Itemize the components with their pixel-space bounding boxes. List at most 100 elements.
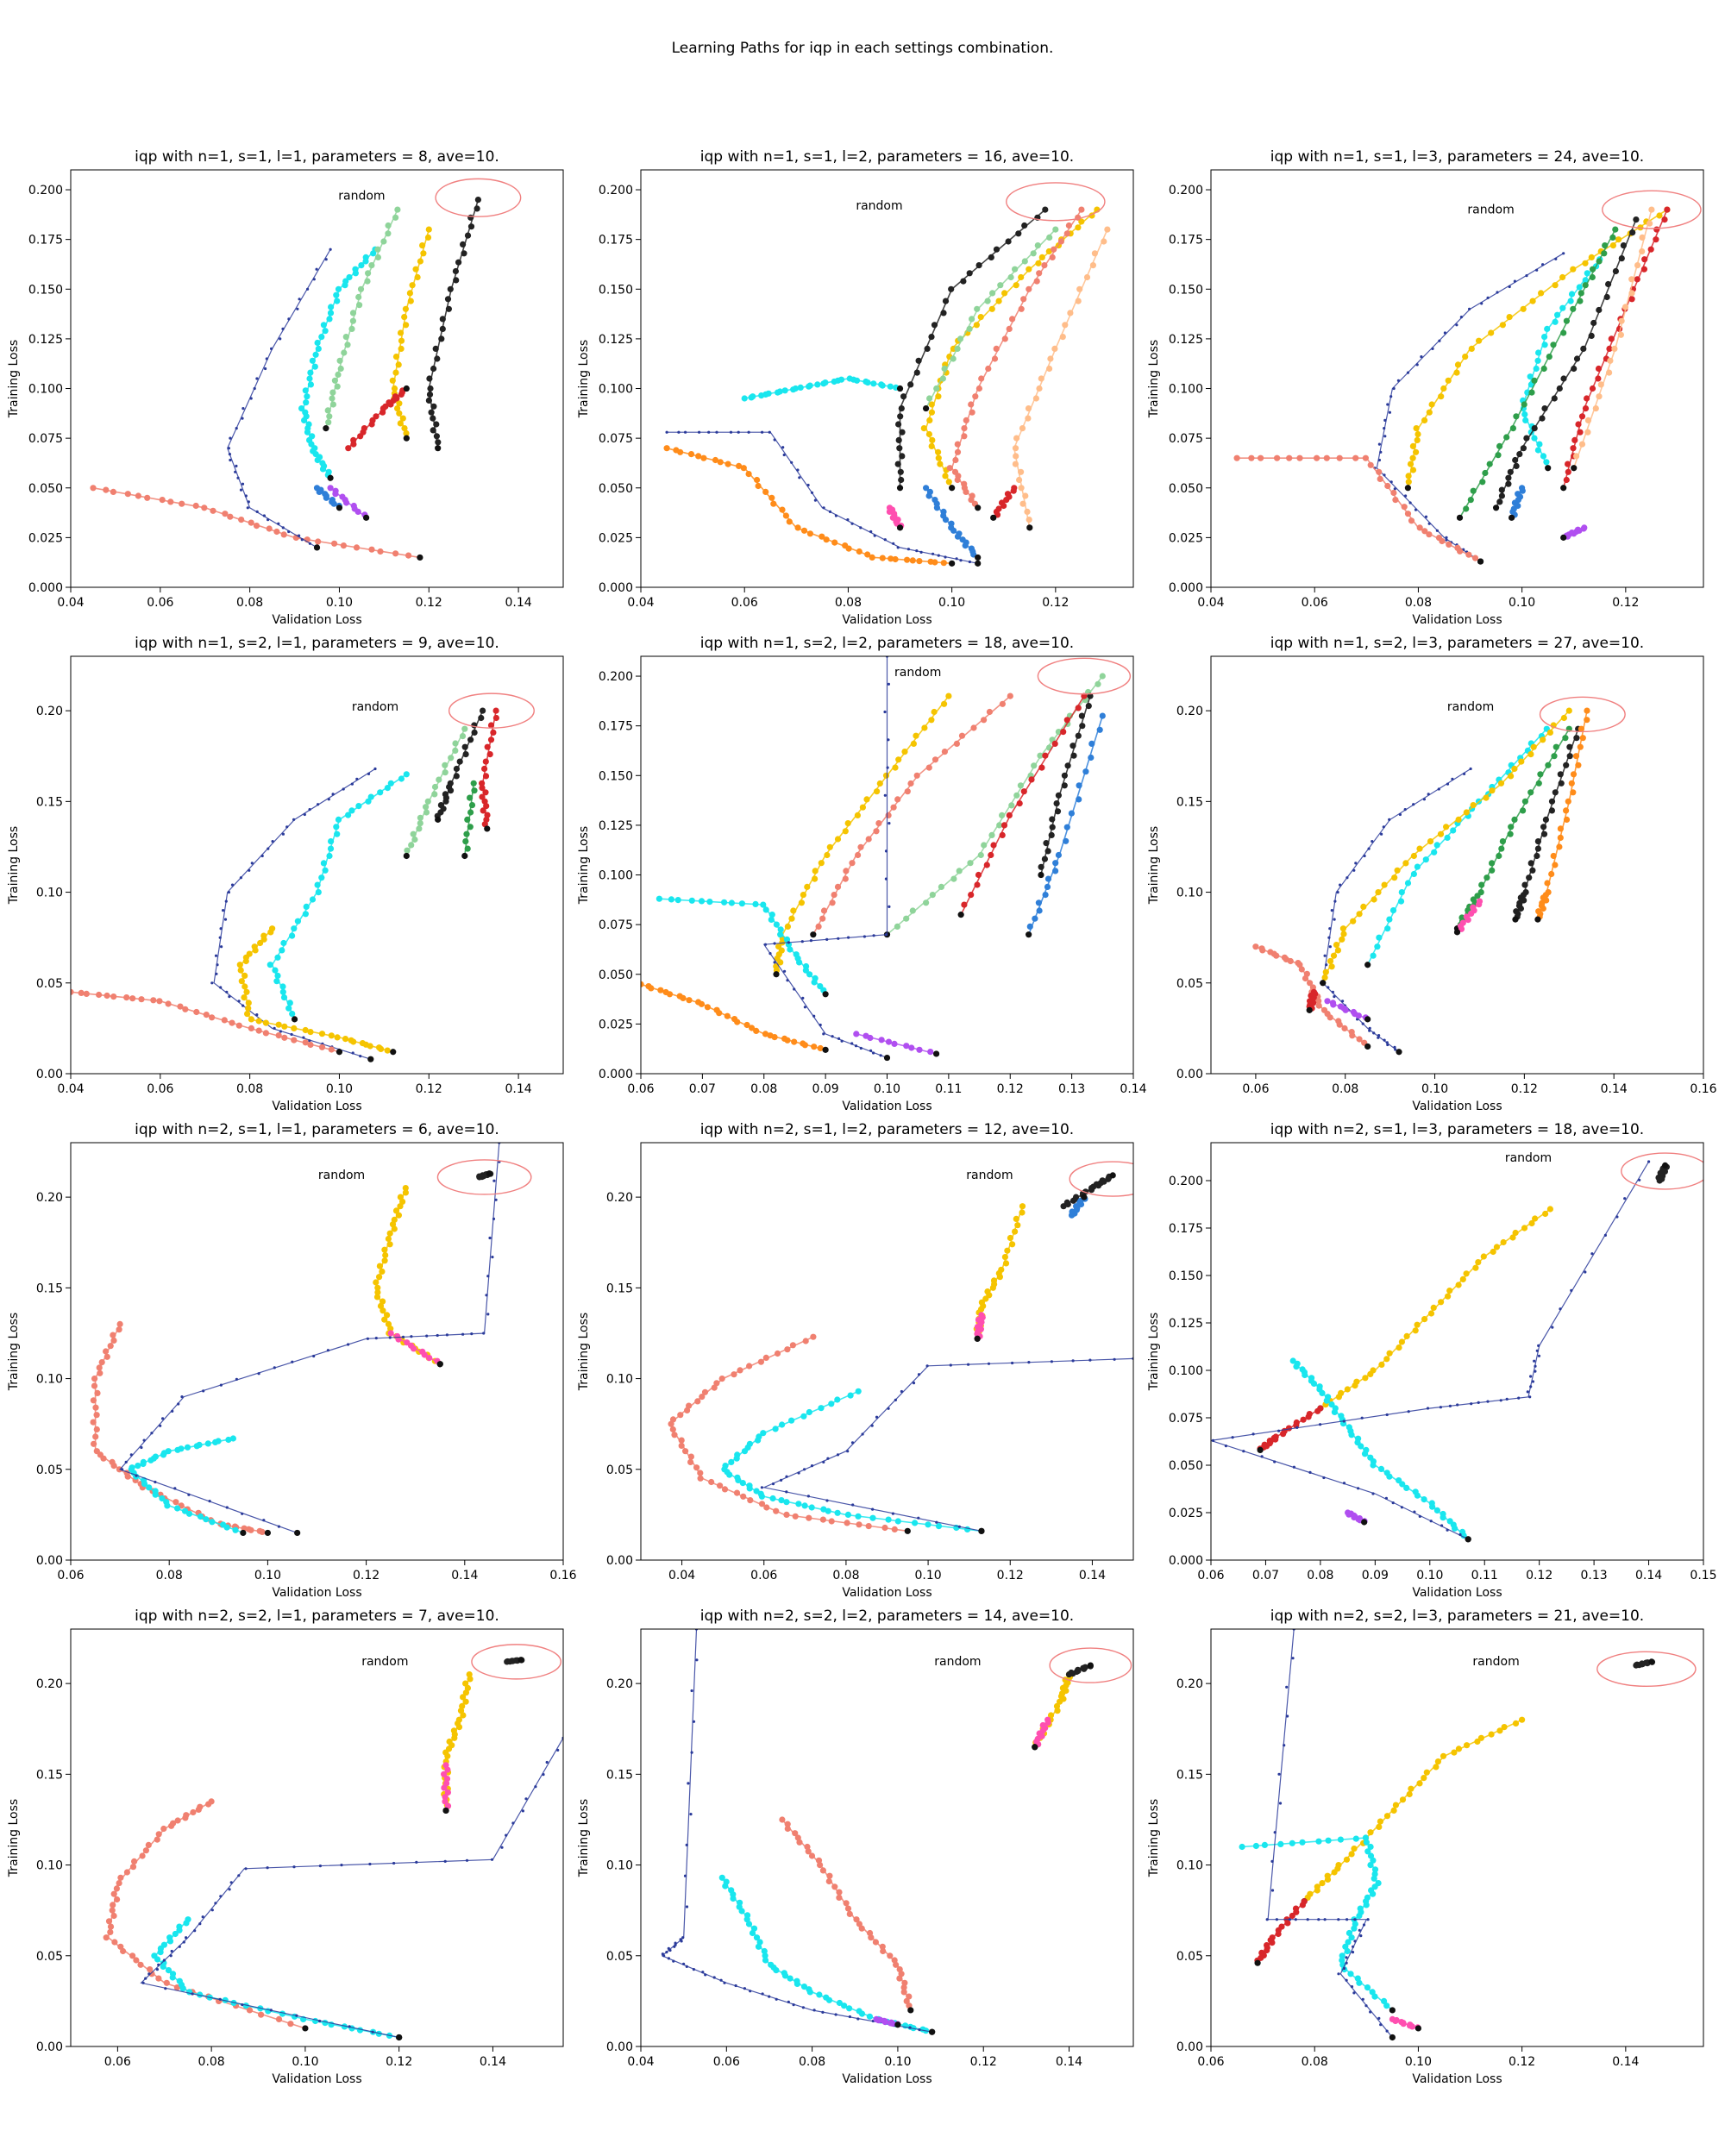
data-point: [328, 838, 335, 845]
data-point: [896, 1975, 903, 1982]
path-end-point: [1509, 514, 1515, 521]
data-point: [490, 1858, 494, 1861]
data-point: [1006, 812, 1013, 819]
data-point: [1063, 717, 1070, 724]
data-point: [1299, 1839, 1306, 1846]
path-end-point: [1404, 485, 1411, 492]
data-point: [875, 2017, 882, 2024]
x-tick-label: 0.04: [627, 596, 654, 610]
data-point: [1342, 1420, 1346, 1423]
data-point: [674, 897, 681, 904]
data-point: [1639, 248, 1646, 255]
data-point: [462, 1689, 470, 1696]
data-point: [749, 1929, 756, 1937]
data-point: [1496, 498, 1503, 505]
data-point: [1606, 369, 1613, 376]
data-point: [862, 935, 867, 938]
data-point: [1433, 842, 1440, 849]
data-point: [1570, 771, 1578, 778]
data-point: [806, 530, 814, 537]
data-point: [159, 1495, 166, 1502]
data-point: [1049, 824, 1056, 830]
data-point: [777, 926, 784, 933]
data-point: [374, 246, 381, 253]
data-point: [123, 994, 130, 1001]
data-point: [318, 874, 325, 881]
data-point: [1331, 1408, 1338, 1415]
data-point: [1314, 1887, 1320, 1894]
x-tick-label: 0.06: [1197, 1569, 1224, 1583]
data-point: [848, 2015, 852, 2019]
x-tick-label: 0.14: [1079, 1569, 1106, 1583]
data-point: [1526, 874, 1533, 881]
data-point: [668, 1420, 674, 1427]
x-axis-label: Validation Loss: [272, 1586, 361, 1600]
data-point: [1386, 403, 1389, 406]
x-tick-label: 0.06: [57, 1569, 84, 1583]
y-tick-label: 0.10: [606, 1373, 633, 1387]
data-point: [281, 832, 285, 836]
data-point: [826, 1872, 833, 1879]
data-point: [989, 1284, 996, 1291]
data-point: [926, 395, 933, 402]
data-point: [1542, 1210, 1549, 1218]
data-point: [326, 1349, 329, 1352]
data-point: [160, 1825, 167, 1833]
data-point: [1480, 1253, 1487, 1260]
data-point: [307, 1029, 314, 1036]
data-point: [320, 860, 327, 867]
axes-frame: [70, 1142, 564, 1561]
data-point: [392, 369, 399, 376]
data-point: [109, 1907, 116, 1914]
data-point: [316, 488, 323, 496]
data-point: [1533, 1359, 1536, 1363]
data-point: [1534, 838, 1541, 845]
data-point: [511, 1821, 515, 1825]
data-point: [872, 1051, 875, 1055]
series-markers-4: [883, 673, 1106, 938]
y-tick-label: 0.050: [599, 482, 633, 496]
data-point: [1375, 889, 1382, 896]
data-point: [1408, 501, 1412, 505]
data-point: [1042, 206, 1049, 213]
data-point: [124, 1460, 128, 1463]
data-point: [961, 901, 968, 908]
data-point: [333, 824, 340, 830]
path-end-point: [896, 485, 904, 492]
data-point: [1535, 349, 1542, 356]
data-point: [451, 1734, 458, 1741]
data-point: [1088, 754, 1095, 761]
series-markers-7: [403, 725, 468, 860]
data-point: [157, 1963, 160, 1966]
data-point: [441, 1784, 448, 1791]
data-point: [770, 500, 777, 507]
data-point: [479, 785, 486, 792]
data-point: [307, 1041, 314, 1049]
data-point: [1345, 1961, 1348, 1965]
data-point: [142, 1438, 146, 1442]
x-tick-label: 0.12: [416, 596, 442, 610]
data-point: [925, 430, 932, 438]
data-point: [137, 1961, 144, 1968]
data-point: [974, 305, 981, 312]
data-point: [1577, 429, 1584, 436]
data-point: [253, 386, 256, 391]
data-point: [933, 505, 940, 511]
y-tick-label: 0.050: [599, 968, 633, 982]
data-point: [1306, 1918, 1309, 1921]
data-point: [794, 1980, 801, 1987]
data-point: [1516, 451, 1523, 458]
series-markers-6: [227, 248, 332, 551]
data-point: [104, 992, 110, 1000]
data-point: [1517, 905, 1524, 912]
data-point: [698, 430, 701, 434]
series-markers-4: [128, 1435, 247, 1537]
data-point: [672, 1959, 675, 1963]
data-point: [1001, 1254, 1008, 1261]
y-tick-label: 0.125: [1169, 1317, 1203, 1331]
data-point: [840, 1039, 844, 1043]
data-point: [404, 847, 411, 854]
data-point: [444, 296, 452, 303]
data-point: [1427, 793, 1430, 796]
data-point: [704, 1004, 712, 1011]
